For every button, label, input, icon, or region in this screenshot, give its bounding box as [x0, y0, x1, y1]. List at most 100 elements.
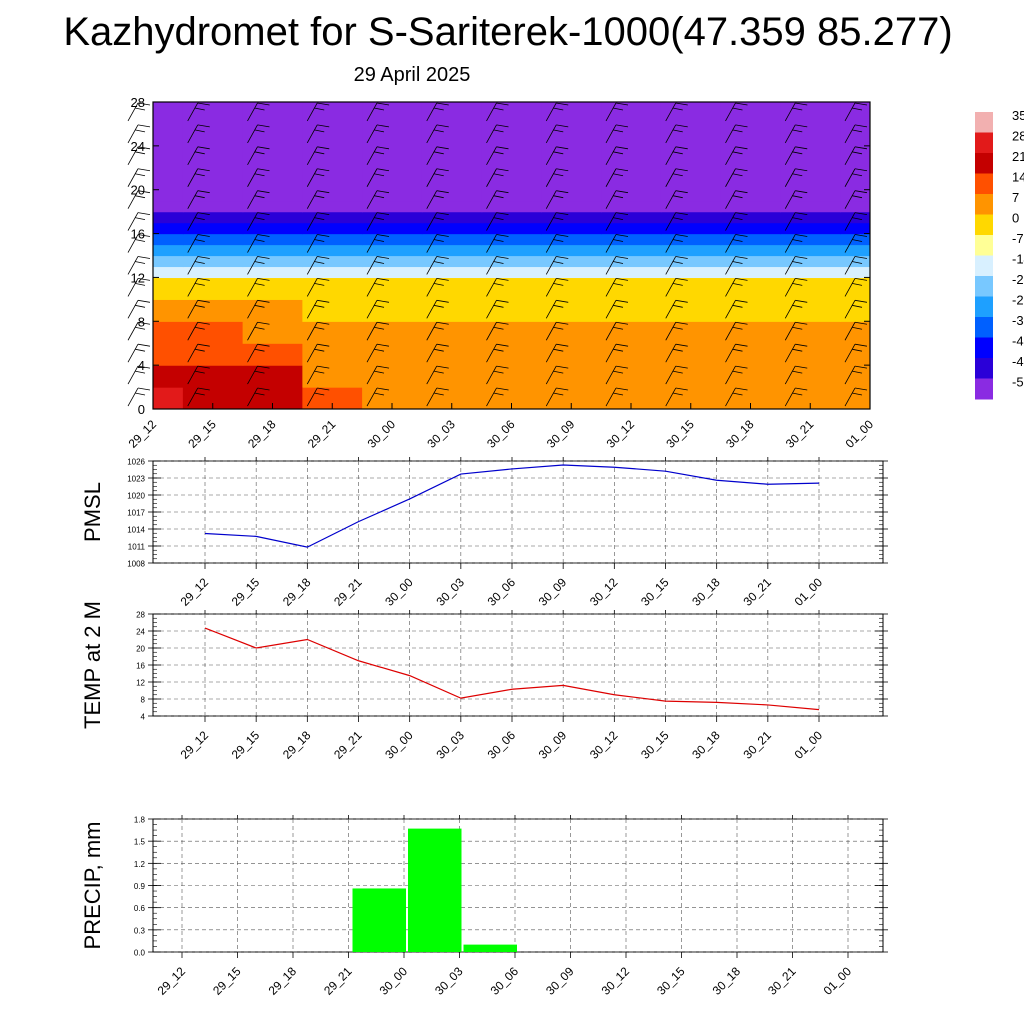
wind-barb	[665, 168, 677, 187]
pmsl-panel-y-tick-label: 1014	[127, 526, 145, 535]
wind-barb-flag	[433, 326, 444, 330]
heatmap-cell	[242, 266, 303, 279]
wind-barb-flag	[854, 234, 868, 237]
wind-barb-flag	[792, 326, 803, 330]
wind-barb-flag	[197, 387, 210, 391]
heatmap-y-tick-label: 28	[131, 95, 145, 110]
wind-barb	[127, 146, 139, 166]
heatmap-cell	[153, 233, 184, 246]
wind-barb	[426, 212, 438, 231]
wind-barb-flag	[735, 212, 748, 216]
pmsl-panel-y-tick-label: 1023	[127, 475, 145, 484]
temp-panel-y-tick-label: 24	[136, 628, 145, 637]
wind-barb-flag	[137, 146, 151, 150]
wind-barb-flag	[792, 173, 803, 177]
wind-barb	[426, 322, 438, 341]
wind-barb-flag	[137, 343, 151, 347]
wind-barb-flag	[376, 102, 390, 106]
wind-barb-flag	[257, 124, 270, 128]
wind-barb	[247, 168, 258, 187]
colorbar-swatch	[975, 296, 993, 318]
wind-barb-flag	[436, 277, 449, 281]
wind-barb-flag	[194, 304, 205, 308]
heatmap-cell	[780, 200, 841, 213]
wind-barb-flag	[854, 256, 868, 259]
wind-barb-flag	[615, 343, 629, 347]
heatmap-cell	[541, 343, 602, 366]
heatmap-x-tick-label: 01_00	[843, 417, 877, 451]
wind-barb-flag	[672, 151, 683, 155]
wind-barb	[247, 365, 258, 385]
heatmap-cell	[780, 277, 841, 300]
pmsl-panel-x-tick-label: 30_03	[433, 575, 467, 609]
wind-barb	[605, 300, 617, 319]
temp-panel-x-tick-label: 30_06	[485, 728, 519, 762]
wind-barb	[187, 256, 199, 275]
heatmap-cell	[153, 387, 184, 409]
wind-barb-flag	[735, 102, 748, 106]
heatmap-cell	[541, 365, 602, 388]
precip-panel-y-tick-label: 0.3	[134, 926, 146, 935]
heatmap-cell	[362, 200, 423, 213]
heatmap-cell	[601, 233, 662, 246]
wind-barb-flag	[732, 239, 743, 242]
wind-barb	[665, 387, 677, 407]
temp-panel: 4 8 12 16 20 24 28 29_12 29_15 29_18 29_21 30_00 30_…	[80, 601, 888, 762]
heatmap-cell	[601, 299, 662, 322]
wind-barb-flag	[612, 392, 624, 396]
wind-barb-flag	[194, 195, 205, 199]
wind-barb-flag	[792, 129, 803, 133]
wind-barb	[665, 102, 677, 122]
heatmap-y-tick-label: 0	[138, 402, 145, 417]
wind-barb-flag	[851, 348, 863, 352]
heatmap-cell	[780, 321, 841, 344]
wind-barb-flag	[197, 299, 210, 303]
wind-barb-flag	[433, 151, 444, 155]
wind-barb-flag	[854, 299, 868, 303]
heatmap-cell	[720, 211, 781, 224]
heatmap-cell	[541, 277, 602, 300]
wind-barb	[605, 365, 617, 385]
wind-barb	[784, 168, 796, 187]
pmsl-panel-x-tick-label: 30_18	[689, 575, 723, 609]
wind-barb	[545, 343, 557, 363]
temp-panel-x-tick-label: 29_12	[178, 728, 212, 762]
heatmap-cell	[421, 255, 483, 268]
temp-panel-x-tick-label: 29_15	[229, 728, 263, 762]
wind-barb-flag	[134, 326, 146, 330]
wind-barb-flag	[134, 304, 146, 308]
wind-barb	[486, 300, 497, 319]
wind-barb-flag	[134, 107, 146, 111]
wind-barb-flag	[732, 217, 743, 220]
heatmap-x-tick-label: 30_09	[544, 417, 578, 451]
pmsl-panel-x-tick-label: 30_21	[740, 575, 774, 609]
wind-barb-flag	[675, 190, 688, 194]
colorbar-label: -14	[1012, 252, 1024, 267]
wind-barb-flag	[134, 195, 146, 199]
wind-barb-flag	[732, 326, 743, 330]
wind-barb-flag	[732, 151, 743, 155]
heatmap-cell	[780, 233, 841, 246]
heatmap-cell	[720, 255, 781, 268]
wind-barb-flag	[257, 343, 270, 347]
heatmap-cell	[780, 244, 841, 257]
wind-barb	[247, 124, 258, 144]
wind-barb-flag	[553, 304, 564, 308]
precip-panel: 0.0 0.3 0.6 0.9 1.2 1.5 1.8 29_12 29_15 29_18 29_2…	[80, 815, 888, 998]
temp-panel-y-tick-label: 28	[136, 611, 145, 620]
wind-barb-flag	[436, 124, 449, 128]
wind-barb	[784, 212, 796, 231]
wind-barb	[605, 256, 617, 275]
heatmap-x-tick-label: 29_18	[245, 417, 279, 451]
wind-barb-flag	[795, 212, 808, 216]
heatmap-cell	[153, 277, 184, 300]
wind-barb	[665, 278, 677, 297]
wind-barb-flag	[376, 256, 390, 259]
heatmap-cell	[660, 211, 722, 224]
wind-barb-flag	[854, 321, 868, 325]
wind-barb-flag	[257, 256, 270, 259]
wind-barb	[605, 168, 617, 187]
colorbar-label: -56	[1012, 375, 1024, 390]
wind-barb-flag	[373, 348, 385, 352]
wind-barb	[486, 278, 497, 297]
